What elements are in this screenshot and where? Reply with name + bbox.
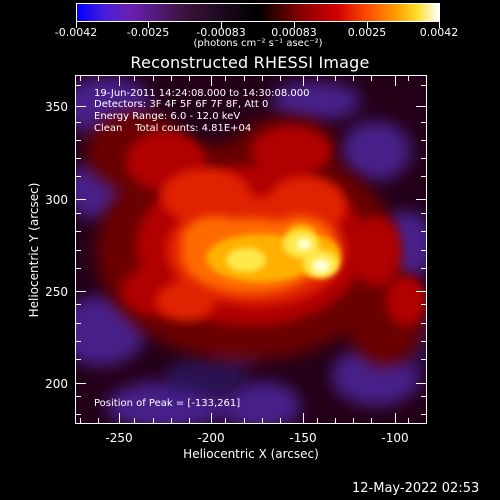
x-tick-label: -200 <box>197 431 225 445</box>
x-tick-label: -150 <box>289 431 317 445</box>
image-title: Reconstructed RHESSI Image <box>130 53 370 72</box>
detectors-label: Detectors: 3F 4F 5F 6F 7F 8F, Att 0 <box>94 99 269 110</box>
energy-range-label: Energy Range: 6.0 - 12.0 keV <box>94 111 241 122</box>
colorbar-tick-label: -0.0025 <box>126 26 170 39</box>
x-tick-label: -100 <box>381 431 409 445</box>
x-axis-label: Heliocentric X (arcsec) <box>183 447 319 461</box>
colorbar-tick-label: -0.00083 <box>196 26 246 39</box>
colorbar <box>76 3 440 22</box>
colorbar-tick <box>294 22 295 28</box>
peak-position-label: Position of Peak = [-133,261] <box>94 398 241 409</box>
time-range-label: 19-Jun-2011 14:24:08.000 to 14:30:08.000 <box>94 88 310 99</box>
clean-total-counts-label: Clean Total counts: 4.81E+04 <box>94 123 252 134</box>
xray-intensity-map <box>76 76 426 423</box>
colorbar-tick <box>439 22 440 28</box>
y-tick-label: 300 <box>45 193 68 207</box>
colorbar-units-label: (photons cm⁻² s⁻¹ asec⁻²) <box>193 38 323 49</box>
footer-timestamp: 12-May-2022 02:53 <box>352 481 480 496</box>
colorbar-tick <box>76 22 77 28</box>
y-tick-label: 200 <box>45 377 68 391</box>
x-tick-label: -250 <box>105 431 133 445</box>
y-axis-label: Heliocentric Y (arcsec) <box>27 182 41 318</box>
y-tick-label: 250 <box>45 285 68 299</box>
rhessi-image-panel: 19-Jun-2011 14:24:08.000 to 14:30:08.000… <box>75 75 427 424</box>
colorbar-tick-label: 0.00083 <box>271 26 317 39</box>
colorbar-tick <box>221 22 222 28</box>
colorbar-tick <box>367 22 368 28</box>
colorbar-tick-label: 0.0042 <box>419 26 459 39</box>
y-tick-label: 350 <box>45 100 68 114</box>
colorbar-tick <box>148 22 149 28</box>
colorbar-tick-label: -0.0042 <box>54 26 98 39</box>
colorbar-tick-label: 0.0025 <box>347 26 387 39</box>
